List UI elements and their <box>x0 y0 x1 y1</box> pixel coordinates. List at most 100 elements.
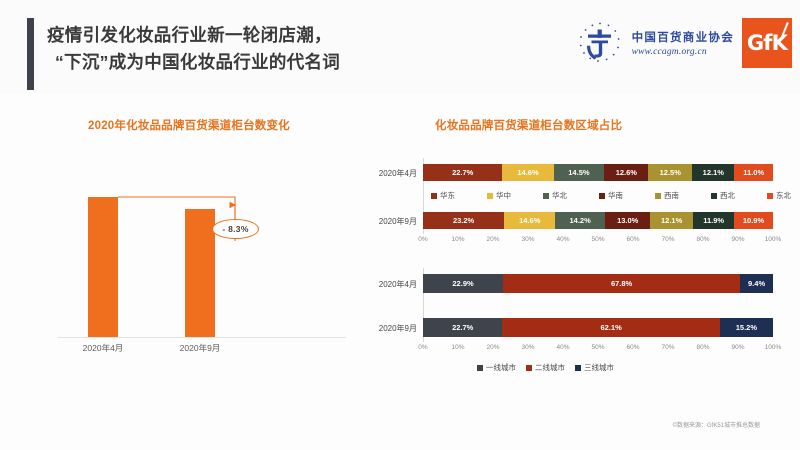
right-chart-title: 化妆品品牌百货渠道柜台数区域占比 <box>435 120 623 132</box>
column-xlabel-apr: 2020年4月 <box>82 343 124 353</box>
legend-item[interactable]: 华北 <box>543 190 567 201</box>
stacked-bar-segment[interactable]: 12.1% <box>692 164 735 181</box>
legend-swatch-icon <box>526 364 532 371</box>
x-axis-tick-label: 30% <box>521 236 535 243</box>
stacked-bar-segment[interactable]: 14.6% <box>502 164 554 181</box>
stacked-row-label: 2020年4月 <box>378 168 417 178</box>
legend-item[interactable]: 华中 <box>487 190 511 201</box>
column-xlabel-sep: 2020年9月 <box>179 343 221 353</box>
slide-header: 疫情引发化妆品行业新一轮闭店潮， “下沉”成为中国化妆品行业的代名词 <box>0 0 800 94</box>
delta-percentage-value: - 8.3% <box>222 224 249 234</box>
stacked-bar-row[interactable]: 23.2% 14.6% 14.2% 13.0% 12.1% 11.9% 10.9% <box>423 212 773 229</box>
legend-swatch-icon <box>477 364 483 371</box>
column-chart-baseline <box>58 337 346 338</box>
x-axis-ticks: 0% 10% 20% 30% 40% 50% 60% 70% 80% 90% 100% <box>418 236 781 248</box>
stacked-bar-segment[interactable]: 14.5% <box>553 164 605 181</box>
title-accent-bar <box>27 18 34 90</box>
stacked-bar-segment[interactable]: 22.9% <box>423 274 504 293</box>
x-axis-tick-label: 10% <box>451 344 465 351</box>
ccagm-wordmark: 中国百货商业协会 www.ccagm.org.cn <box>632 29 734 57</box>
x-axis-tick-label: 0% <box>418 344 428 351</box>
x-axis-tick-label: 70% <box>661 344 675 351</box>
legend-item[interactable]: 华南 <box>599 190 623 201</box>
legend-label: 华东 <box>440 191 455 200</box>
x-axis-tick-label: 40% <box>556 344 570 351</box>
stacked-bar-segment[interactable]: 14.6% <box>504 212 556 229</box>
stacked-bar-segment[interactable]: 15.2% <box>719 318 773 337</box>
legend-item[interactable]: 三线城市 <box>575 362 614 373</box>
legend-label: 一线城市 <box>486 363 516 372</box>
x-axis-tick-label: 90% <box>731 344 745 351</box>
column-bar-sep[interactable] <box>185 209 215 337</box>
ccagm-emblem-icon <box>576 19 624 67</box>
stacked-bar-segment[interactable]: 23.2% <box>423 212 505 229</box>
stacked-bar-segment[interactable]: 14.2% <box>555 212 605 229</box>
region-share-chart-panel: 化妆品品牌百货渠道柜台数区域占比 2020年4月 22.7% 14.6% 14.5% 1… <box>355 112 795 382</box>
stacked-bar-segment[interactable]: 12.6% <box>604 164 649 181</box>
legend-item[interactable]: 华东 <box>431 190 455 201</box>
stacked-bar-segment[interactable]: 10.9% <box>734 212 773 229</box>
stacked-row-label: 2020年4月 <box>378 279 417 289</box>
legend-item[interactable]: 东北 <box>767 190 791 201</box>
legend-item[interactable]: 西南 <box>655 190 679 201</box>
x-axis-tick-label: 30% <box>521 344 535 351</box>
legend-label: 三线城市 <box>584 363 614 372</box>
stacked-bar-segment[interactable]: 13.0% <box>604 212 651 229</box>
logo-cluster: 中国百货商业协会 www.ccagm.org.cn GfK <box>576 17 792 69</box>
stacked-bar-segment[interactable]: 67.8% <box>503 274 741 293</box>
x-axis-tick-label: 100% <box>764 236 782 243</box>
stacked-bar-segment[interactable]: 12.5% <box>648 164 693 181</box>
left-chart-title: 2020年化妆品品牌百货渠道柜台数变化 <box>88 120 290 132</box>
stacked-bar-segment[interactable]: 11.0% <box>734 164 773 181</box>
x-axis-tick-label: 60% <box>626 236 640 243</box>
stacked-row-label: 2020年9月 <box>378 216 417 226</box>
legend-label: 西南 <box>664 191 679 200</box>
delta-percentage-badge: - 8.3% <box>212 219 259 239</box>
data-source-note: ©数据来源：GfK51城市推总数据 <box>672 423 760 429</box>
gfk-logo-text: GfK <box>746 31 788 55</box>
gfk-logo: GfK <box>742 18 792 68</box>
legend-swatch-icon <box>655 192 661 199</box>
column-chart-plot: - 8.3% 2020年4月 2020年9月 <box>50 160 350 353</box>
column-bar-apr[interactable] <box>88 197 118 337</box>
x-axis-tick-label: 100% <box>764 344 782 351</box>
x-axis-tick-label: 60% <box>626 344 640 351</box>
legend-item[interactable]: 一线城市 <box>477 362 516 373</box>
stacked-bar-segment[interactable]: 22.7% <box>423 318 503 337</box>
city-tier-stacked-bar-chart: 2020年4月 22.9% 67.8% 9.4% 2020年9月 22.7% 62.1% 15… <box>355 262 795 372</box>
legend-swatch-icon <box>599 192 605 199</box>
stacked-bar-segment[interactable]: 9.4% <box>740 274 773 293</box>
stacked-bar-row[interactable]: 22.7% 62.1% 15.2% <box>423 318 773 337</box>
legend-label: 华南 <box>608 191 623 200</box>
chart-legend: 一线城市 二线城市 三线城市 <box>477 362 614 373</box>
stacked-bar-segment[interactable]: 62.1% <box>502 318 720 337</box>
legend-swatch-icon <box>543 192 549 199</box>
ccagm-name-cn: 中国百货商业协会 <box>631 30 734 44</box>
legend-label: 华北 <box>552 191 567 200</box>
stacked-bar-segment[interactable]: 11.9% <box>692 212 735 229</box>
x-axis-tick-label: 10% <box>451 236 465 243</box>
legend-label: 华中 <box>496 191 511 200</box>
stacked-bar-row[interactable]: 22.9% 67.8% 9.4% <box>423 274 773 293</box>
stacked-bar-segment[interactable]: 22.7% <box>423 164 503 181</box>
region-stacked-bar-chart: 2020年4月 22.7% 14.6% 14.5% 12.6% 12.5% 12.1% 11.… <box>355 150 795 254</box>
x-axis-tick-label: 20% <box>486 236 500 243</box>
legend-item[interactable]: 西北 <box>711 190 735 201</box>
x-axis-tick-label: 80% <box>696 236 710 243</box>
x-axis-tick-label: 50% <box>591 344 605 351</box>
x-axis-tick-label: 0% <box>418 236 428 243</box>
page-title: 疫情引发化妆品行业新一轮闭店潮， “下沉”成为中国化妆品行业的代名词 <box>47 22 547 76</box>
legend-swatch-icon <box>767 192 773 199</box>
ccagm-website-url: www.ccagm.org.cn <box>631 47 707 57</box>
stacked-bar-segment[interactable]: 12.1% <box>650 212 693 229</box>
x-axis-tick-label: 80% <box>696 344 710 351</box>
legend-item[interactable]: 二线城市 <box>526 362 565 373</box>
stacked-row-label: 2020年9月 <box>378 323 417 333</box>
stacked-bar-row[interactable]: 22.7% 14.6% 14.5% 12.6% 12.5% 12.1% 11.0% <box>423 164 773 181</box>
legend-label: 二线城市 <box>535 363 565 372</box>
x-axis-tick-label: 40% <box>556 236 570 243</box>
chart-legend: 华东 华中 华北 华南 西南 西北 东北 <box>431 190 791 201</box>
page-title-line-1: 疫情引发化妆品行业新一轮闭店潮， <box>47 25 332 45</box>
x-axis-ticks: 0% 10% 20% 30% 40% 50% 60% 70% 80% 90% 100% <box>418 344 781 356</box>
